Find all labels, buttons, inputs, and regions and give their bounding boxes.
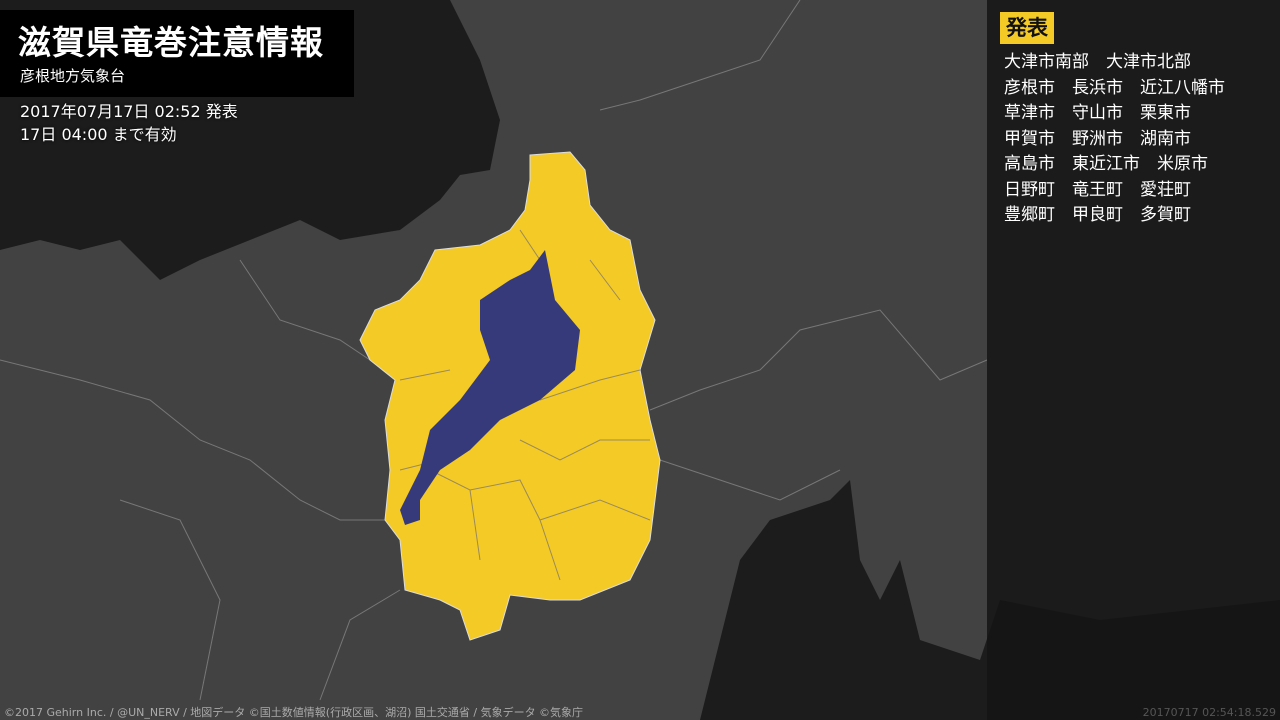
area-name: 東近江市	[1072, 154, 1140, 174]
lake-biwa	[400, 250, 580, 525]
area-panel	[987, 0, 1280, 720]
valid-until: 17日 04:00 まで有効	[20, 125, 177, 144]
timestamp: 20170717 02:54:18.529	[1142, 706, 1276, 719]
area-name: 米原市	[1157, 154, 1208, 174]
area-row: 甲賀市 野洲市 湖南市	[1004, 127, 1242, 153]
area-name: 高島市	[1004, 154, 1055, 174]
area-row: 高島市 東近江市 米原市	[1004, 152, 1242, 178]
area-row: 豊郷町 甲良町 多賀町	[1004, 203, 1242, 229]
area-name: 豊郷町	[1004, 205, 1055, 225]
area-name: 愛荘町	[1140, 179, 1191, 200]
area-list: 大津市南部 大津市北部 彦根市 長浜市 近江八幡市 草津市 守山市 栗東市 甲賀市 野洲市 湖南市高…	[1004, 50, 1242, 229]
issuing-office: 彦根地方気象台	[20, 67, 126, 85]
area-name: 多賀町	[1140, 205, 1191, 225]
area-name: 野洲市	[1072, 128, 1123, 149]
area-row: 彦根市 長浜市 近江八幡市	[1004, 76, 1242, 102]
credit-text: ©2017 Gehirn Inc. / @UN_NERV / 地図データ ©国土…	[4, 706, 584, 719]
issue-info: 2017年07月17日 02:52 発表 17日 04:00 まで有効	[20, 100, 238, 146]
area-name: 湖南市	[1140, 128, 1191, 149]
area-name: 日野町	[1004, 179, 1055, 200]
area-name: 近江八幡市	[1140, 77, 1225, 98]
area-name: 大津市南部	[1004, 52, 1089, 72]
area-row: 草津市 守山市 栗東市	[1004, 101, 1242, 127]
area-name: 栗東市	[1140, 103, 1191, 123]
municipal-boundaries	[399, 229, 651, 581]
area-name: 彦根市	[1004, 77, 1055, 98]
area-row: 大津市南部 大津市北部	[1004, 50, 1242, 76]
area-name: 草津市	[1004, 103, 1055, 123]
page-title: 滋賀県竜巻注意情報	[18, 23, 324, 62]
title-box: 滋賀県竜巻注意情報 彦根地方気象台	[0, 10, 354, 97]
area-name: 大津市北部	[1106, 52, 1191, 72]
area-name: 長浜市	[1072, 77, 1123, 98]
boundary-lines	[0, 0, 988, 701]
area-row: 日野町 竜王町 愛荘町	[1004, 178, 1242, 204]
area-name: 竜王町	[1072, 179, 1123, 200]
area-name: 守山市	[1072, 103, 1123, 123]
issued-time: 2017年07月17日 02:52 発表	[20, 102, 238, 121]
status-badge: 発表	[1000, 12, 1054, 44]
area-name: 甲賀市	[1004, 128, 1055, 149]
area-name: 甲良町	[1072, 205, 1123, 225]
